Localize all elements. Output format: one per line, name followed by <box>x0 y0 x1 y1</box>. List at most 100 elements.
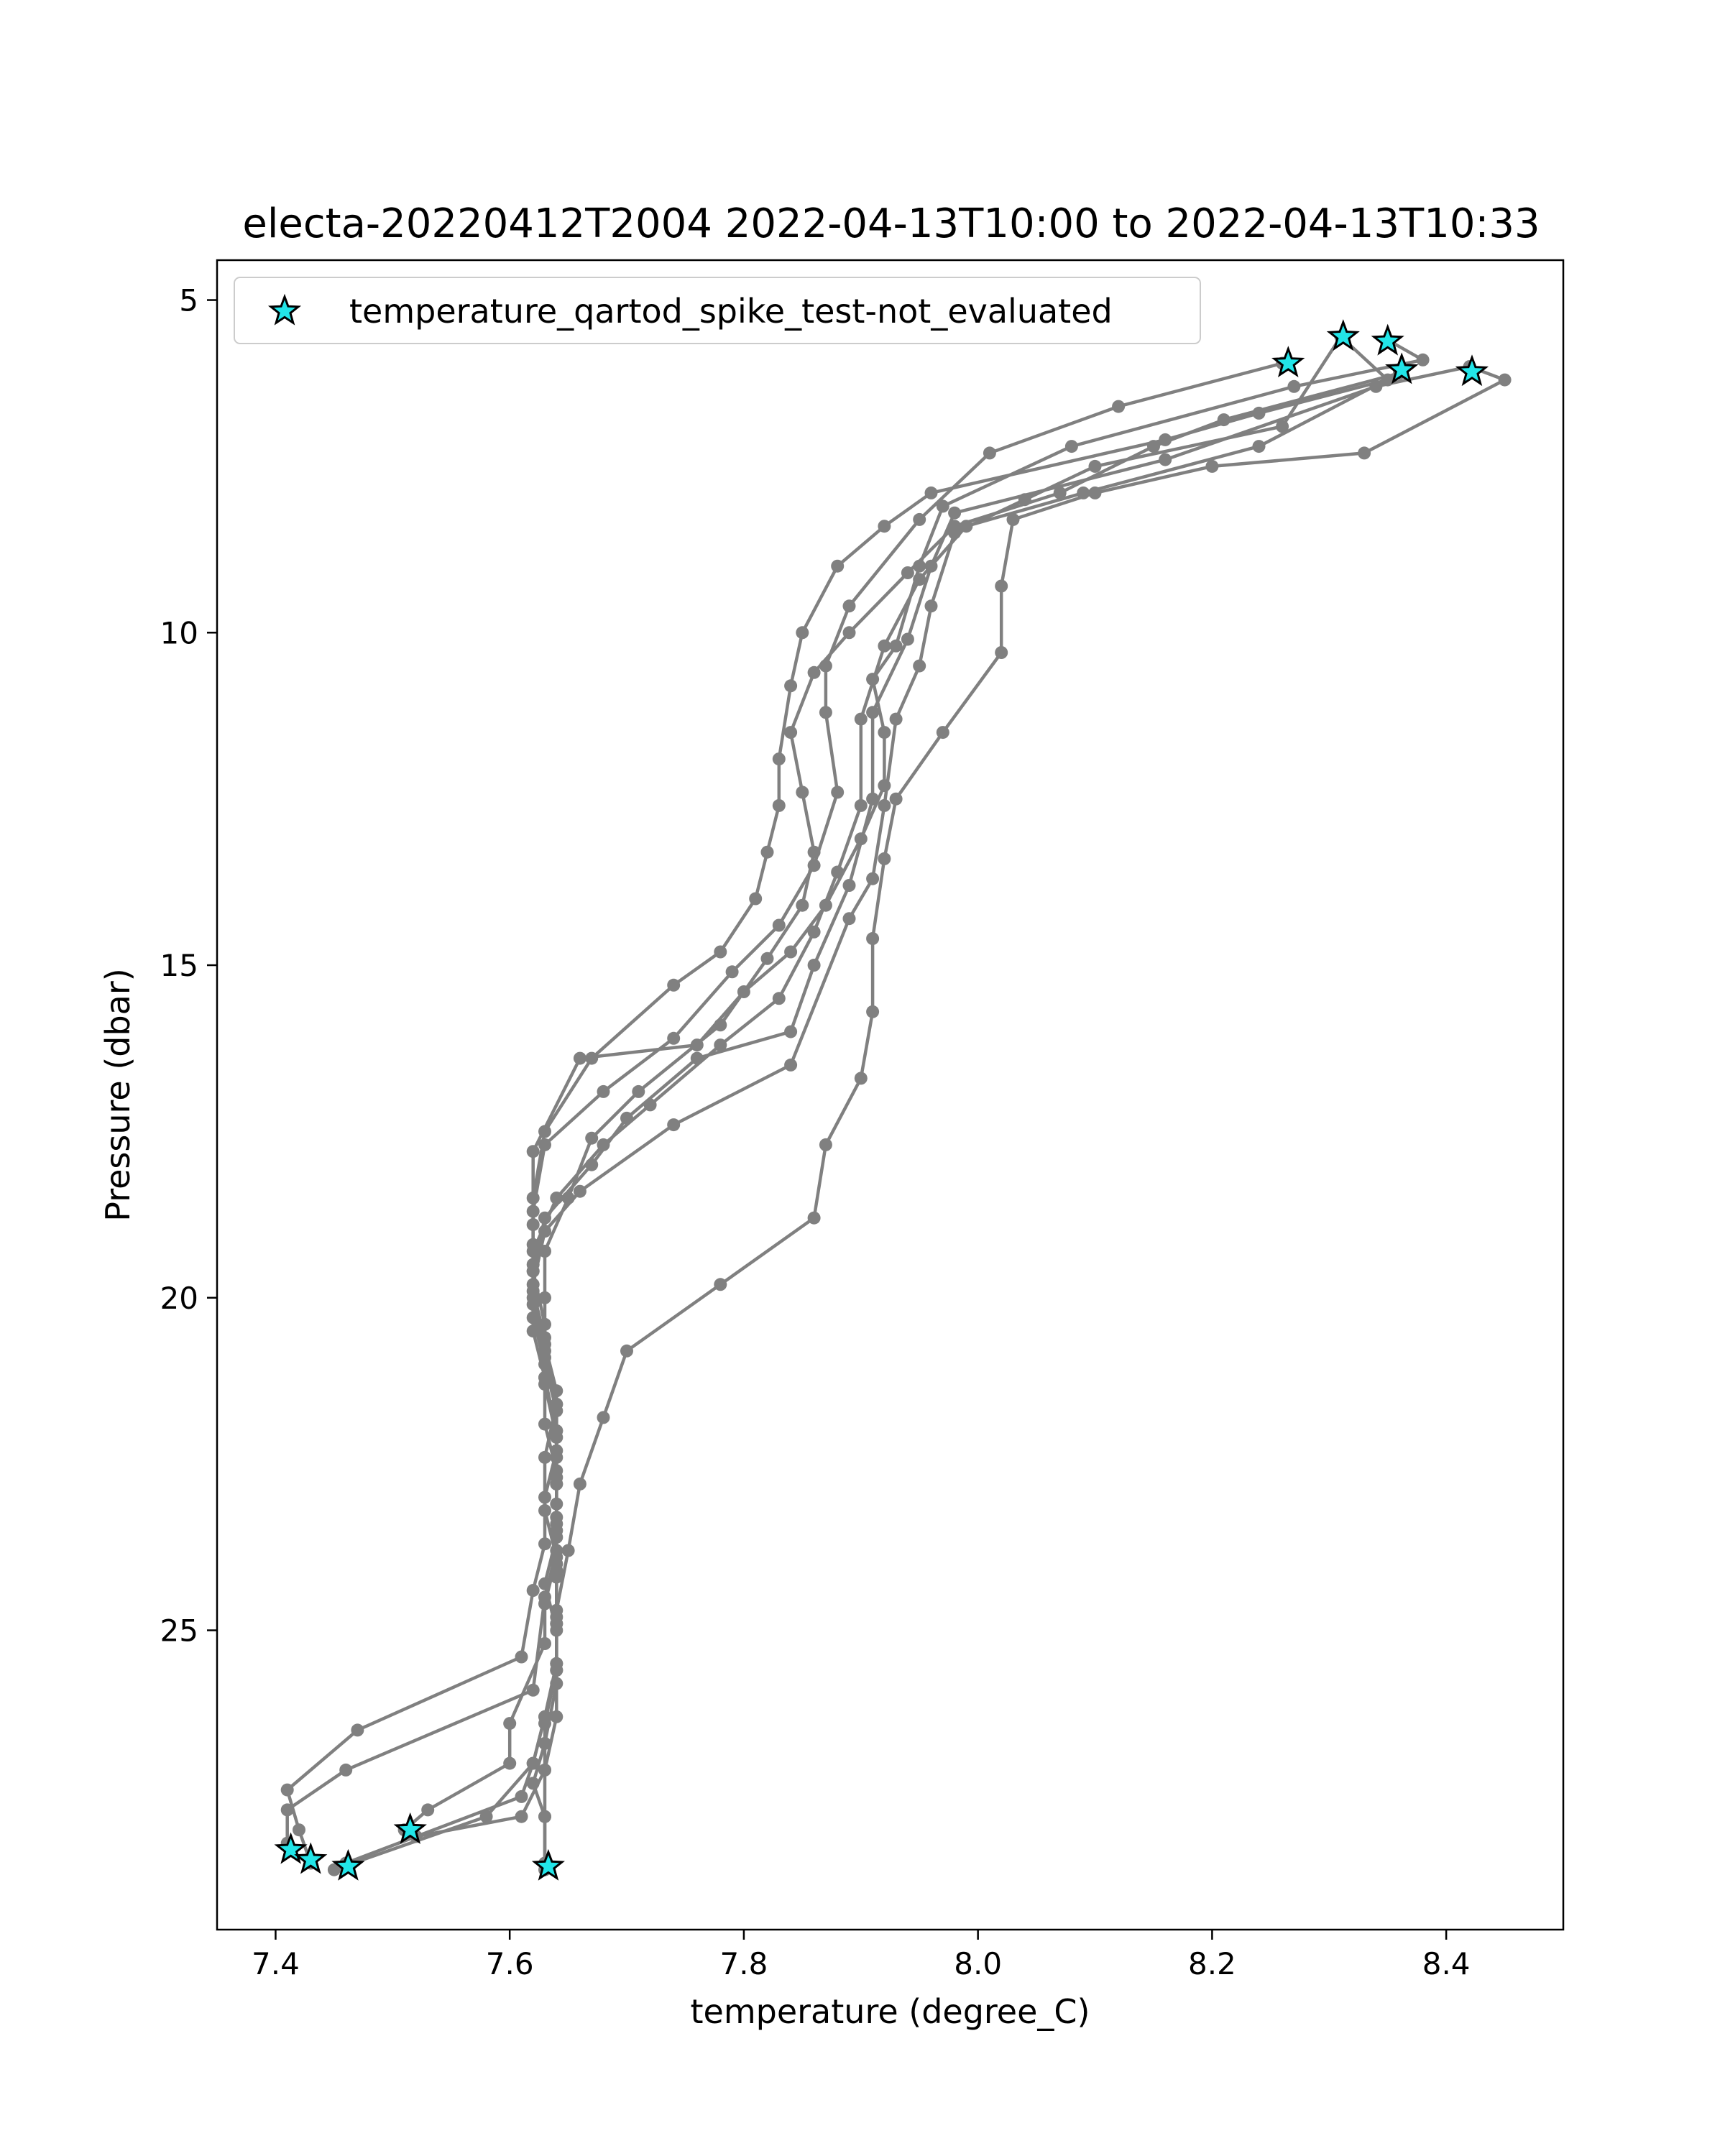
data-point <box>690 1051 704 1065</box>
data-point <box>784 1058 798 1072</box>
data-point <box>1416 353 1430 367</box>
data-point <box>737 985 750 998</box>
data-point <box>784 945 798 959</box>
data-point <box>538 1710 551 1723</box>
data-point <box>538 1245 551 1258</box>
data-point <box>842 912 856 926</box>
data-point <box>538 1317 551 1331</box>
data-point <box>772 798 786 812</box>
data-point <box>550 1397 564 1411</box>
data-point <box>538 1225 551 1238</box>
y-tick-label: 5 <box>179 283 198 318</box>
data-point <box>550 1710 564 1723</box>
data-point <box>550 1424 564 1437</box>
data-point <box>936 499 949 513</box>
data-point <box>538 1450 551 1464</box>
data-point <box>924 599 938 613</box>
data-point <box>550 1450 564 1464</box>
data-point <box>1053 486 1067 499</box>
data-point <box>550 1511 564 1524</box>
data-point <box>878 726 891 740</box>
data-point <box>878 639 891 653</box>
data-point <box>573 1477 586 1491</box>
flagged-star-point <box>1271 346 1305 378</box>
data-point <box>831 559 845 573</box>
data-point <box>807 859 821 872</box>
data-point <box>901 566 914 579</box>
data-point <box>772 918 786 932</box>
data-point <box>936 726 949 740</box>
data-point <box>842 626 856 640</box>
data-point <box>515 1789 528 1803</box>
data-point <box>819 898 832 912</box>
data-point <box>503 1717 517 1731</box>
data-point <box>1252 406 1266 420</box>
data-point <box>995 579 1008 593</box>
data-point <box>561 1192 575 1204</box>
data-point <box>538 1491 551 1504</box>
series-line-8 <box>334 336 1343 1871</box>
data-point <box>901 632 914 646</box>
flagged-star-point <box>393 1812 427 1844</box>
data-point <box>339 1763 353 1777</box>
data-point <box>538 1351 551 1365</box>
data-point <box>597 1084 610 1098</box>
data-point <box>1358 446 1371 460</box>
x-axis-ticks: 7.4 7.6 7.8 8.0 8.2 8.4 <box>252 1930 1471 1981</box>
data-point <box>667 1118 681 1132</box>
data-point <box>842 879 856 892</box>
x-tick-label: 7.8 <box>720 1946 768 1981</box>
data-point <box>842 599 856 613</box>
data-point <box>796 786 809 799</box>
data-point <box>819 706 832 719</box>
data-point <box>878 798 891 812</box>
data-point <box>714 945 727 959</box>
data-point <box>526 1311 540 1325</box>
x-tick-label: 8.0 <box>954 1946 1002 1981</box>
data-point <box>526 1204 540 1218</box>
data-point <box>1077 486 1090 499</box>
data-point <box>913 559 926 573</box>
data-point <box>526 1145 540 1158</box>
data-point <box>725 965 739 979</box>
data-point <box>714 1038 727 1052</box>
data-point <box>550 1497 564 1511</box>
data-point <box>714 1018 727 1032</box>
data-point <box>866 1005 880 1018</box>
data-point <box>1112 400 1126 413</box>
data-point <box>538 1763 551 1777</box>
data-point <box>960 520 973 533</box>
data-point <box>526 1298 540 1311</box>
data-point <box>550 1464 564 1478</box>
data-point <box>550 1557 564 1570</box>
data-point <box>995 646 1008 659</box>
flagged-star-point <box>331 1848 365 1881</box>
data-point <box>585 1158 599 1171</box>
data-point <box>772 752 786 766</box>
data-point <box>866 932 880 945</box>
flagged-star-point <box>531 1848 565 1881</box>
series-line-3 <box>403 361 1283 1831</box>
data-point <box>538 1537 551 1551</box>
data-point <box>538 1370 551 1384</box>
data-points <box>280 330 1512 1876</box>
data-point <box>1006 512 1020 526</box>
data-point <box>819 659 832 673</box>
data-point <box>866 792 880 806</box>
data-point <box>573 1051 586 1065</box>
data-point <box>796 626 809 640</box>
flagged-star-point <box>1371 323 1404 356</box>
data-point <box>538 1125 551 1138</box>
series-line-5 <box>531 372 1401 1864</box>
data-point <box>913 573 926 586</box>
data-point <box>538 1417 551 1431</box>
data-point <box>293 1823 305 1837</box>
data-point <box>866 706 880 719</box>
data-point <box>819 1138 832 1151</box>
data-point <box>807 959 821 972</box>
data-point <box>280 1783 294 1797</box>
data-point <box>924 559 938 573</box>
data-point <box>784 726 798 740</box>
flagged-star-point <box>1326 319 1360 351</box>
data-point <box>585 1131 599 1145</box>
